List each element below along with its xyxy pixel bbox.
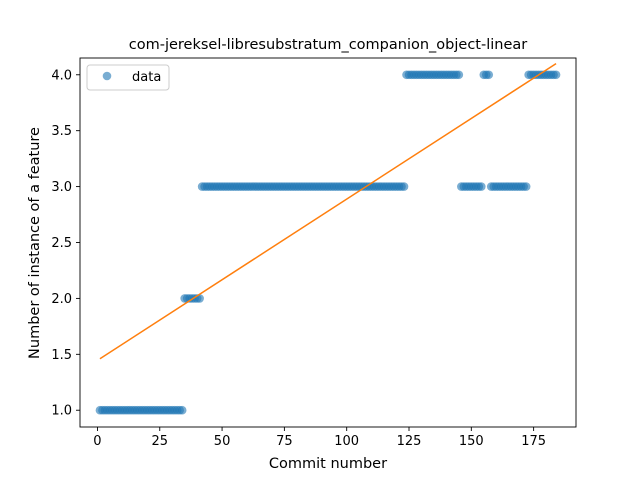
x-tick-label: 75 [276,434,293,449]
y-tick-label: 2.0 [51,292,72,307]
y-tick-label: 3.5 [51,124,72,139]
y-tick-label: 2.5 [51,236,72,251]
x-tick-label: 175 [521,434,546,449]
y-tick-label: 4.0 [51,68,72,83]
x-tick-label: 50 [214,434,231,449]
y-axis-label: Number of instance of a feature [27,127,43,359]
y-tick-label: 3.0 [51,180,72,195]
x-axis-label: Commit number [269,456,387,472]
legend-label-data: data [132,70,161,85]
chart-title: com-jereksel-libresubstratum_companion_o… [129,37,528,53]
series-fit-line [99,62,557,360]
y-axis: 1.0 1.5 2.0 2.5 3.0 3.5 4.0 [51,68,80,419]
data-point [454,70,464,80]
y-tick-label: 1.0 [51,404,72,419]
plot-area [79,57,577,428]
x-tick-label: 100 [334,434,359,449]
data-point [521,182,531,191]
x-tick-label: 0 [93,434,101,449]
data-point [399,182,409,191]
legend-frame [86,64,170,91]
data-point [476,182,486,191]
legend: data [86,64,170,91]
x-tick-label: 125 [397,434,422,449]
data-point [551,70,561,80]
data-point [484,70,494,80]
legend-marker-data [102,71,112,81]
data-point [177,405,187,415]
x-tick-label: 25 [151,434,168,449]
x-axis: 0 25 50 75 100 125 150 175 [93,427,546,449]
y-tick-label: 1.5 [51,348,72,363]
x-tick-label: 150 [459,434,484,449]
